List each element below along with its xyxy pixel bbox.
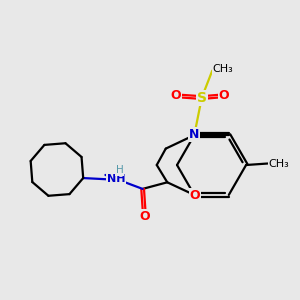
Text: NH: NH (107, 174, 125, 184)
Text: O: O (171, 89, 181, 102)
Text: S: S (197, 91, 207, 105)
Text: CH₃: CH₃ (212, 64, 233, 74)
Text: O: O (190, 189, 200, 202)
Text: CH₃: CH₃ (269, 158, 290, 169)
Text: O: O (139, 210, 150, 223)
Text: H: H (116, 165, 123, 175)
Text: N: N (188, 128, 199, 141)
Text: O: O (219, 89, 229, 102)
